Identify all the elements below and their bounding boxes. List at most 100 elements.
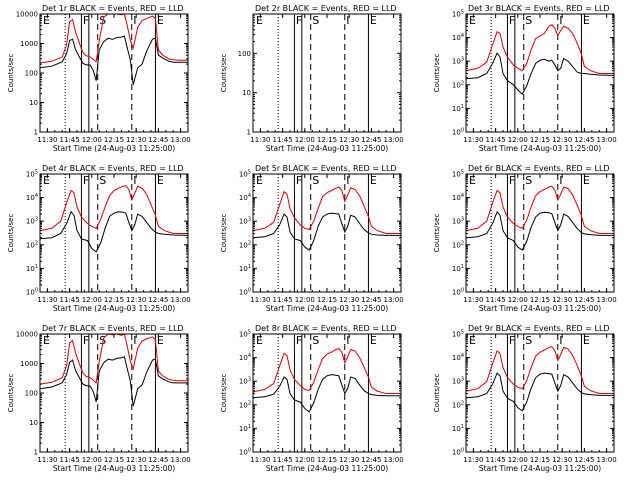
y-tick-label: 103 <box>452 377 464 386</box>
x-tick-label: 13:00 <box>171 296 191 304</box>
panel-title: Det 7r BLACK = Events, RED = LLD <box>42 324 184 333</box>
x-tick-label: 12:45 <box>574 456 594 464</box>
y-axis-label: Counts/sec <box>433 374 441 413</box>
x-tick-label: 12:30 <box>339 296 359 304</box>
y-tick-label: 10 <box>29 99 38 107</box>
y-tick-label: 104 <box>452 33 464 42</box>
y-tick-label: 1000 <box>20 40 38 48</box>
x-tick-label: 12:45 <box>574 136 594 144</box>
y-tick-label: 104 <box>239 353 251 362</box>
y-axis-label: Counts/sec <box>433 214 441 253</box>
x-tick-label: 12:00 <box>508 296 528 304</box>
x-axis-label: Start Time (24-Aug-03 11:25:00) <box>479 304 601 313</box>
y-tick-label: 1 <box>247 129 251 137</box>
y-axis-label: Counts/sec <box>433 54 441 93</box>
x-tick-label: 11:30 <box>463 456 483 464</box>
y-tick-label: 104 <box>452 193 464 202</box>
y-tick-label: 100 <box>238 50 251 58</box>
region-label: I <box>133 174 136 187</box>
region-label: E <box>157 334 164 347</box>
y-tick-label: 100 <box>25 70 38 78</box>
y-tick-label: 102 <box>452 400 464 409</box>
x-tick-label: 11:45 <box>486 456 506 464</box>
x-tick-label: 12:30 <box>126 456 146 464</box>
y-tick-label: 102 <box>239 400 251 409</box>
region-label: F <box>83 334 89 347</box>
y-tick-label: 1000 <box>20 360 38 368</box>
region-label: S <box>525 334 532 347</box>
region-label: I <box>346 174 349 187</box>
y-tick-label: 100 <box>26 288 38 297</box>
x-tick-label: 11:45 <box>273 456 293 464</box>
panel-title: Det 1r BLACK = Events, RED = LLD <box>42 4 184 13</box>
y-axis-label: Counts/sec <box>7 374 15 413</box>
y-tick-label: 101 <box>26 264 38 273</box>
region-label: E <box>43 334 50 347</box>
x-tick-label: 12:30 <box>552 136 572 144</box>
y-tick-label: 103 <box>452 217 464 226</box>
series-line-events <box>465 52 615 96</box>
x-tick-label: 12:00 <box>295 136 315 144</box>
series-line-lld <box>252 186 401 234</box>
x-axis-label: Start Time (24-Aug-03 11:25:00) <box>53 464 175 473</box>
y-tick-label: 100 <box>452 128 464 137</box>
x-tick-label: 13:00 <box>597 136 617 144</box>
x-tick-label: 11:30 <box>250 136 270 144</box>
region-label: I <box>559 334 562 347</box>
y-tick-label: 100 <box>239 448 251 457</box>
y-tick-label: 105 <box>452 170 464 179</box>
y-tick-label: 102 <box>239 240 251 249</box>
x-tick-label: 12:30 <box>339 136 359 144</box>
x-tick-label: 12:45 <box>361 296 381 304</box>
y-tick-label: 104 <box>239 193 251 202</box>
y-tick-label: 103 <box>452 57 464 66</box>
y-tick-label: 10 <box>242 89 251 97</box>
x-tick-label: 12:15 <box>530 136 550 144</box>
x-tick-label: 11:30 <box>37 136 57 144</box>
series-line-lld <box>465 24 614 74</box>
y-tick-label: 102 <box>26 240 38 249</box>
region-label: S <box>312 334 319 347</box>
region-label: E <box>469 334 476 347</box>
y-tick-label: 101 <box>239 264 251 273</box>
y-tick-label: 101 <box>452 104 464 113</box>
y-tick-label: 101 <box>452 424 464 433</box>
x-tick-label: 11:45 <box>273 296 293 304</box>
x-tick-label: 11:45 <box>60 456 80 464</box>
x-tick-label: 12:15 <box>530 456 550 464</box>
x-tick-label: 11:45 <box>486 136 506 144</box>
x-tick-label: 13:00 <box>384 296 404 304</box>
x-tick-label: 12:45 <box>574 296 594 304</box>
x-tick-label: 12:30 <box>126 296 146 304</box>
x-tick-label: 12:15 <box>317 456 337 464</box>
y-tick-label: 103 <box>26 217 38 226</box>
region-label: E <box>256 14 263 27</box>
x-tick-label: 13:00 <box>597 296 617 304</box>
region-label: E <box>256 334 263 347</box>
y-tick-label: 10000 <box>16 331 38 339</box>
series-line-lld <box>39 185 188 234</box>
series-line-events <box>465 372 614 412</box>
y-tick-label: 100 <box>452 448 464 457</box>
x-axis-label: Start Time (24-Aug-03 11:25:00) <box>266 304 388 313</box>
region-label: F <box>296 334 302 347</box>
x-tick-label: 11:30 <box>37 456 57 464</box>
series-line-events <box>39 210 189 253</box>
region-label: E <box>43 174 50 187</box>
x-tick-label: 12:00 <box>508 136 528 144</box>
y-tick-label: 101 <box>239 424 251 433</box>
x-tick-label: 12:30 <box>126 136 146 144</box>
y-tick-label: 100 <box>452 288 464 297</box>
x-tick-label: 12:30 <box>552 456 572 464</box>
x-tick-label: 13:00 <box>597 456 617 464</box>
x-tick-label: 12:15 <box>104 456 124 464</box>
y-tick-label: 1 <box>34 129 38 137</box>
region-label: F <box>509 14 515 27</box>
y-tick-label: 102 <box>452 240 464 249</box>
region-label: E <box>469 174 476 187</box>
